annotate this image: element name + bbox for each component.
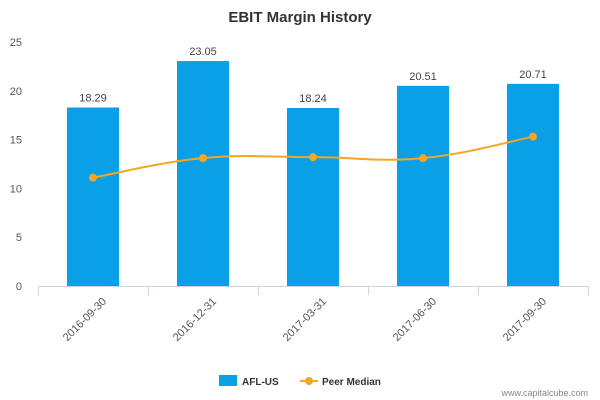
legend-label-peer: Peer Median [322, 377, 381, 388]
bar [67, 107, 119, 287]
peer-median-point [419, 154, 427, 163]
y-tick-label: 25 [10, 37, 22, 49]
peer-median-point [199, 154, 207, 163]
peer-median-point [89, 173, 97, 182]
x-tick-label: 2017-06-30 [391, 296, 439, 344]
bar-data-label: 20.71 [519, 69, 547, 81]
chart-title: EBIT Margin History [228, 9, 372, 26]
bar [397, 85, 449, 286]
peer-median-point [529, 132, 537, 141]
x-tick-label: 2016-12-31 [171, 296, 219, 344]
x-axis [38, 286, 589, 295]
legend-swatch-afl [219, 375, 237, 386]
peer-median-point [309, 153, 317, 162]
bar-series [67, 61, 559, 287]
x-tick-label: 2016-09-30 [61, 296, 109, 344]
legend-label-afl: AFL-US [242, 377, 279, 388]
y-tick-label: 0 [16, 281, 22, 293]
y-tick-label: 15 [10, 135, 22, 147]
legend: AFL-US Peer Median [219, 375, 381, 388]
y-axis: 0 5 10 15 20 25 [10, 37, 22, 293]
bar-data-label: 23.05 [189, 46, 217, 58]
x-tick-labels: 2016-09-30 2016-12-31 2017-03-31 2017-06-30… [61, 296, 549, 344]
y-tick-label: 20 [10, 86, 22, 98]
credit-text: www.capitalcube.com [500, 388, 588, 398]
line-series [89, 132, 537, 182]
x-tick-label: 2017-03-31 [281, 296, 329, 344]
y-tick-label: 5 [16, 232, 22, 244]
x-tick-label: 2017-09-30 [501, 296, 549, 344]
bar [177, 61, 229, 287]
bar-data-labels: 18.29 23.05 18.24 20.51 20.71 [79, 46, 547, 105]
bar-data-label: 18.29 [79, 92, 107, 104]
bar-data-label: 20.51 [409, 71, 437, 83]
y-tick-label: 10 [10, 183, 22, 195]
legend-swatch-peer-marker [305, 377, 313, 385]
bar-data-label: 18.24 [299, 93, 327, 105]
bar [507, 83, 559, 287]
bar [287, 107, 339, 286]
